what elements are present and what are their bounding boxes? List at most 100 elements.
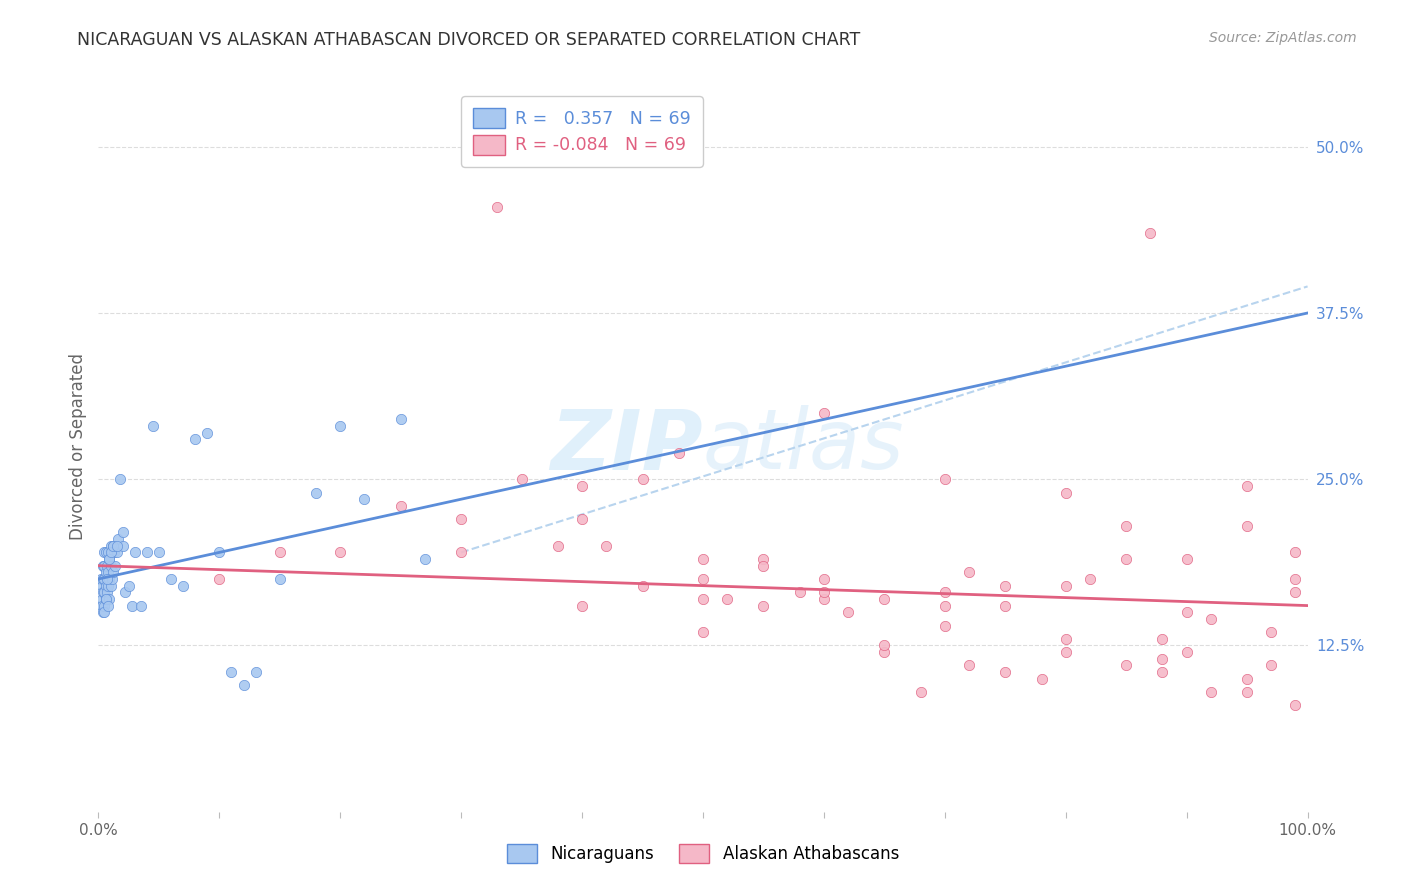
Text: atlas: atlas <box>703 406 904 486</box>
Point <box>1115 658 1137 673</box>
Point <box>245 665 267 679</box>
Point <box>232 678 254 692</box>
Point <box>96 572 118 586</box>
Point <box>94 545 117 559</box>
Point <box>957 566 980 580</box>
Point <box>93 572 115 586</box>
Point <box>94 579 117 593</box>
Point <box>1284 698 1306 713</box>
Point <box>208 572 231 586</box>
Point <box>994 599 1017 613</box>
Point <box>1139 226 1161 240</box>
Point <box>813 585 835 599</box>
Point <box>98 552 121 566</box>
Point <box>752 558 775 573</box>
Point <box>148 545 170 559</box>
Point <box>100 558 122 573</box>
Point <box>486 200 509 214</box>
Point <box>1078 572 1101 586</box>
Point <box>96 585 118 599</box>
Point <box>1260 625 1282 640</box>
Text: Source: ZipAtlas.com: Source: ZipAtlas.com <box>1209 31 1357 45</box>
Text: NICARAGUAN VS ALASKAN ATHABASCAN DIVORCED OR SEPARATED CORRELATION CHART: NICARAGUAN VS ALASKAN ATHABASCAN DIVORCE… <box>77 31 860 49</box>
Point <box>100 545 122 559</box>
Point <box>1236 672 1258 686</box>
Point <box>208 545 231 559</box>
Point <box>1152 632 1174 646</box>
Point <box>571 599 593 613</box>
Point <box>873 591 896 606</box>
Point <box>103 545 125 559</box>
Point <box>692 591 714 606</box>
Point <box>934 472 956 486</box>
Point <box>668 445 690 459</box>
Point <box>1175 605 1198 619</box>
Point <box>813 572 835 586</box>
Point <box>1284 572 1306 586</box>
Point <box>934 585 956 599</box>
Point <box>184 433 207 447</box>
Point <box>329 545 352 559</box>
Point <box>1175 552 1198 566</box>
Point <box>93 585 115 599</box>
Point <box>93 599 115 613</box>
Point <box>124 545 146 559</box>
Point <box>1054 645 1077 659</box>
Point <box>873 639 896 653</box>
Point <box>142 419 165 434</box>
Point <box>97 599 120 613</box>
Point <box>104 558 127 573</box>
Point <box>94 591 117 606</box>
Point <box>135 545 157 559</box>
Point <box>118 579 141 593</box>
Point <box>1054 632 1077 646</box>
Point <box>631 472 654 486</box>
Point <box>221 665 243 679</box>
Point <box>595 539 617 553</box>
Point <box>450 545 472 559</box>
Point <box>1260 658 1282 673</box>
Point <box>1236 518 1258 533</box>
Point <box>269 545 291 559</box>
Point <box>994 665 1017 679</box>
Text: ZIP: ZIP <box>550 406 703 486</box>
Point <box>91 591 114 606</box>
Point <box>813 406 835 420</box>
Point <box>98 591 121 606</box>
Point <box>91 585 114 599</box>
Point <box>1152 665 1174 679</box>
Point <box>172 579 194 593</box>
Point <box>305 485 328 500</box>
Point <box>108 472 131 486</box>
Point <box>98 552 121 566</box>
Point <box>269 572 291 586</box>
Point <box>1284 545 1306 559</box>
Point <box>789 585 811 599</box>
Point <box>692 572 714 586</box>
Point <box>1115 518 1137 533</box>
Point <box>1199 685 1222 699</box>
Point <box>692 625 714 640</box>
Point <box>1031 672 1053 686</box>
Point <box>105 539 128 553</box>
Point <box>1175 645 1198 659</box>
Point <box>752 599 775 613</box>
Point <box>101 539 124 553</box>
Point <box>837 605 859 619</box>
Point <box>195 425 218 440</box>
Point <box>160 572 183 586</box>
Point <box>1054 485 1077 500</box>
Point <box>121 599 143 613</box>
Point <box>97 566 120 580</box>
Point <box>101 539 124 553</box>
Point <box>1236 479 1258 493</box>
Point <box>957 658 980 673</box>
Point <box>692 552 714 566</box>
Point <box>934 599 956 613</box>
Point <box>107 532 129 546</box>
Point <box>450 512 472 526</box>
Point <box>571 512 593 526</box>
Point <box>93 558 115 573</box>
Point <box>873 645 896 659</box>
Point <box>329 419 352 434</box>
